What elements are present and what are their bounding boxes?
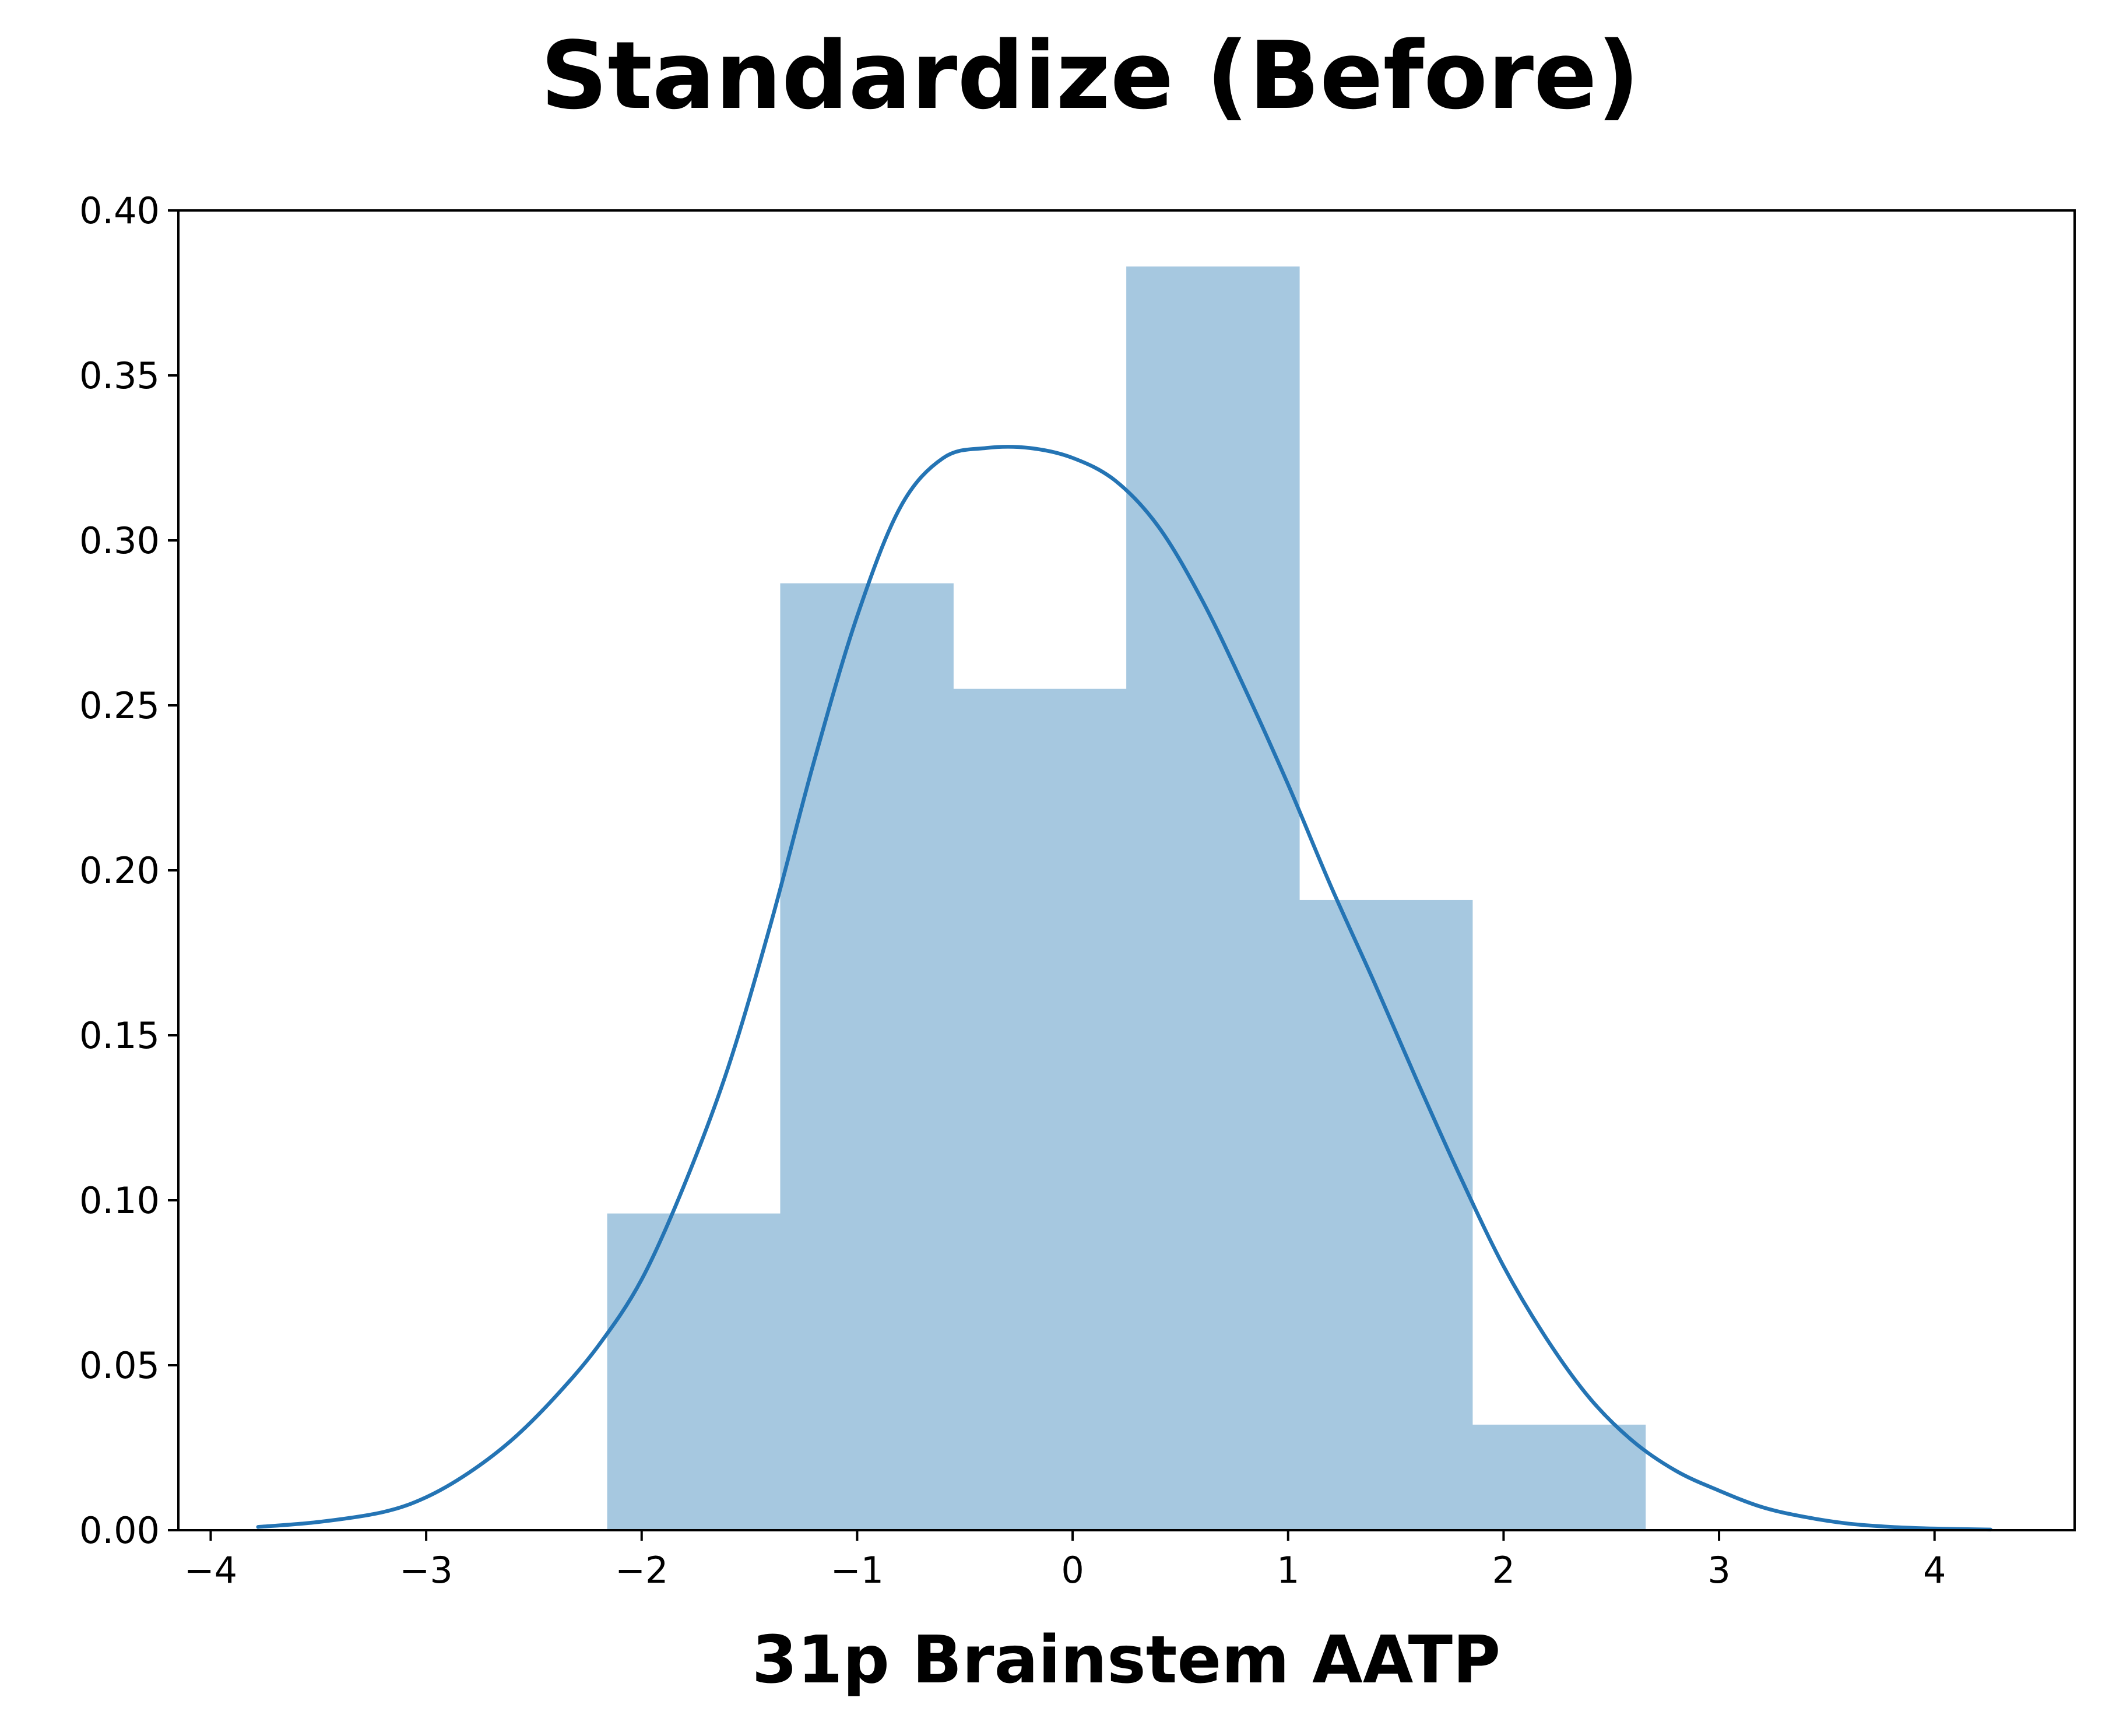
x-tick-label: 2 [1492, 1549, 1515, 1591]
x-tick-label: −3 [399, 1549, 452, 1591]
y-axis-ticks: 0.00 0.05 0.10 0.15 0.20 0.25 0.30 0.35 0.40 [79, 189, 178, 1552]
histogram-bar [953, 688, 1127, 1530]
y-tick-label: 0.10 [79, 1179, 160, 1222]
chart-title: Standardize (Before) [540, 21, 1639, 130]
histogram-bar [780, 583, 954, 1530]
histogram-bar [1126, 266, 1300, 1531]
x-tick-label: 1 [1277, 1549, 1299, 1591]
x-tick-label: −4 [184, 1549, 237, 1591]
x-tick-label: −2 [615, 1549, 668, 1591]
x-axis-ticks: −4 −3 −2 −1 0 1 2 3 4 [184, 1530, 1946, 1591]
histogram-bar [607, 1213, 781, 1530]
y-tick-label: 0.35 [79, 354, 160, 397]
x-axis-label: 31p Brainstem AATP [752, 1622, 1500, 1698]
kde-line [256, 445, 1993, 1532]
y-tick-label: 0.00 [79, 1509, 160, 1552]
x-tick-label: 4 [1923, 1549, 1946, 1591]
y-tick-label: 0.15 [79, 1014, 160, 1057]
y-tick-label: 0.05 [79, 1344, 160, 1387]
y-tick-label: 0.30 [79, 519, 160, 562]
histogram-bar [1299, 899, 1473, 1530]
x-tick-label: 3 [1707, 1549, 1730, 1591]
x-tick-label: 0 [1061, 1549, 1084, 1591]
x-tick-label: −1 [831, 1549, 884, 1591]
plot-area [256, 266, 1993, 1532]
y-tick-label: 0.25 [79, 684, 160, 727]
histogram-bar [1472, 1424, 1646, 1530]
y-tick-label: 0.20 [79, 849, 160, 892]
y-tick-label: 0.40 [79, 189, 160, 232]
